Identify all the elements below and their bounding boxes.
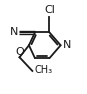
Text: N: N [9,27,18,37]
Text: Cl: Cl [44,5,55,15]
Text: O: O [16,47,24,57]
Text: CH₃: CH₃ [35,65,53,75]
Text: N: N [63,40,72,50]
